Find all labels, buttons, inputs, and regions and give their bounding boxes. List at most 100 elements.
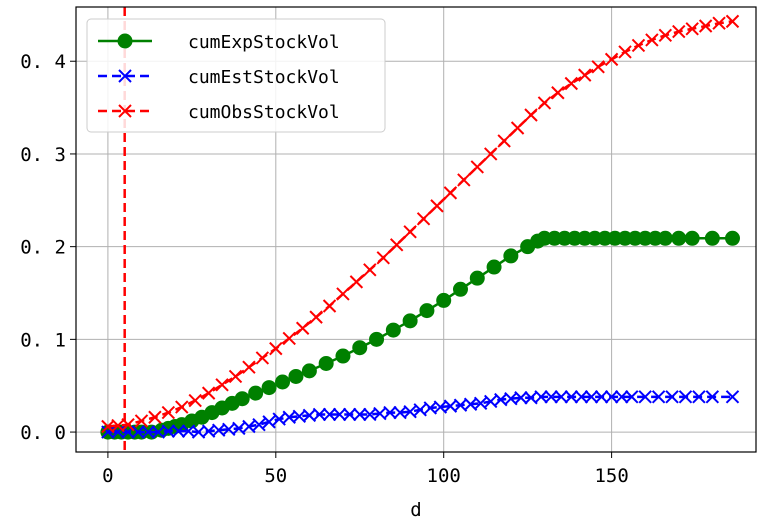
data-point: [101, 425, 115, 439]
data-point: [725, 14, 740, 29]
data-point: [111, 425, 125, 439]
series-line: [107, 395, 733, 434]
data-point: [658, 28, 673, 42]
series-cumExpStockVol: [100, 230, 740, 440]
data-point: [684, 230, 700, 246]
data-point: [443, 186, 458, 200]
data-point: [402, 313, 418, 329]
data-point: [161, 405, 176, 420]
legend-label: cumExpStockVol: [188, 32, 340, 53]
data-point: [651, 390, 666, 404]
data-point: [282, 331, 296, 346]
data-point: [175, 400, 189, 414]
data-point: [369, 331, 385, 347]
data-point: [704, 230, 720, 246]
data-point: [131, 425, 145, 439]
data-point: [631, 38, 646, 53]
data-point: [604, 52, 619, 67]
data-point: [574, 390, 589, 404]
data-point: [554, 390, 568, 404]
data-point: [215, 378, 229, 392]
legend-label: cumObsStockVol: [188, 102, 340, 123]
data-point: [685, 22, 699, 36]
data-point: [470, 160, 484, 174]
data-point: [503, 248, 519, 264]
data-point: [469, 270, 485, 286]
legend: cumExpStockVol cumEstStockVol cumObsStockV…: [86, 18, 386, 133]
data-point: [161, 424, 176, 438]
data-point: [725, 390, 740, 404]
data-point: [312, 407, 327, 422]
data-point: [288, 368, 304, 384]
legend-marker: [117, 33, 133, 49]
data-point: [698, 19, 713, 33]
data-point: [625, 390, 639, 404]
series-cumEstStockVol: [101, 390, 740, 439]
data-point: [578, 68, 592, 82]
data-point: [403, 225, 417, 239]
data-point: [242, 360, 256, 374]
data-point: [318, 355, 334, 371]
data-point: [262, 415, 276, 429]
data-point: [724, 230, 740, 246]
data-point: [712, 16, 726, 30]
legend-box: [86, 18, 386, 133]
data-point: [671, 230, 687, 246]
data-point: [275, 374, 291, 390]
data-point: [322, 407, 337, 422]
data-point: [705, 390, 720, 404]
data-point: [514, 391, 528, 405]
data-point: [584, 390, 599, 404]
data-point: [295, 321, 310, 335]
legend-marker: [118, 104, 132, 118]
data-point: [564, 76, 579, 91]
data-point: [497, 134, 511, 148]
data-point: [614, 390, 629, 404]
data-point: [336, 287, 350, 301]
series-cumObsStockVol: [101, 14, 740, 434]
data-point: [376, 251, 390, 265]
data-point: [544, 390, 558, 404]
data-point: [201, 386, 216, 400]
data-point: [419, 303, 435, 319]
legend-marker: [118, 69, 132, 83]
x-tick-label: 50: [264, 465, 287, 487]
data-point: [510, 121, 525, 135]
data-point: [594, 390, 609, 404]
data-point: [564, 390, 579, 404]
data-point: [349, 275, 364, 289]
data-point: [486, 259, 502, 275]
data-point: [534, 390, 548, 404]
data-point: [436, 292, 452, 308]
data-point: [228, 369, 243, 384]
data-point: [457, 173, 471, 187]
data-point: [665, 390, 679, 404]
data-point: [638, 390, 652, 404]
data-point: [148, 410, 162, 424]
data-point: [309, 310, 323, 324]
data-point: [255, 351, 270, 365]
data-point: [389, 238, 404, 252]
data-point: [171, 424, 186, 438]
data-point: [252, 417, 266, 432]
y-tick-label: 0. 0: [20, 422, 66, 444]
data-point: [657, 230, 673, 246]
x-tick-label: 100: [427, 465, 461, 487]
x-tick-label: 150: [594, 465, 628, 487]
data-point: [353, 407, 367, 422]
data-point: [383, 405, 397, 420]
data-point: [269, 341, 283, 356]
data-point: [352, 340, 368, 356]
axis-ticks: 0 50 100 150 0. 0 0. 1 0. 2 0. 3 0. 4: [20, 51, 629, 487]
data-point: [591, 60, 605, 74]
series-layer: [100, 14, 740, 440]
data-point: [537, 96, 552, 110]
data-point: [141, 425, 155, 439]
data-point: [604, 390, 619, 404]
series-line: [107, 237, 733, 434]
data-point: [645, 33, 659, 47]
x-axis-label: d: [410, 499, 421, 521]
data-point: [234, 391, 250, 407]
data-point: [301, 363, 317, 379]
